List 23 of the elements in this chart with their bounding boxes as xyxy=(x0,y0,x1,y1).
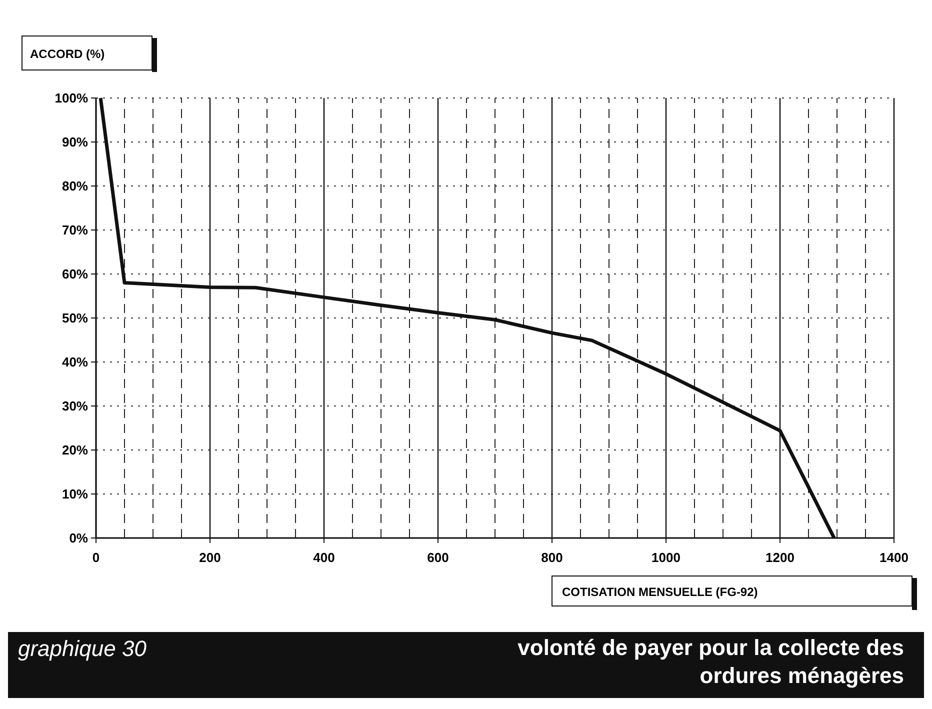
x-tick-label: 1000 xyxy=(652,550,680,565)
y-tick-label: 90% xyxy=(62,134,88,150)
x-tick-label: 800 xyxy=(541,550,563,565)
y-tick-label: 20% xyxy=(62,442,88,458)
y-tick-label: 0% xyxy=(69,530,88,546)
y-tick-label: 80% xyxy=(62,178,88,194)
y-axis-title: ACCORD (%) xyxy=(30,47,105,61)
x-tick-label: 200 xyxy=(199,550,221,565)
x-tick-label: 0 xyxy=(92,550,100,565)
text: graphique 30 xyxy=(18,636,148,661)
x-tick-label: 1400 xyxy=(880,550,908,565)
x-tick-label: 1200 xyxy=(766,550,794,565)
x-tick-label: 400 xyxy=(313,550,335,565)
y-tick-label: 40% xyxy=(62,354,88,370)
y-tick-label: 50% xyxy=(62,310,88,326)
x-tick-label: 600 xyxy=(427,550,449,565)
y-tick-label: 60% xyxy=(62,266,88,282)
y-tick-label: 70% xyxy=(62,222,88,238)
y-tick-label: 30% xyxy=(62,398,88,414)
y-tick-label: 100% xyxy=(54,90,88,106)
x-axis-title: COTISATION MENSUELLE (FG-92) xyxy=(562,585,758,599)
text: volonté de payer pour la collecte des ordures ménagères xyxy=(516,634,904,690)
y-tick-label: 10% xyxy=(62,486,88,502)
